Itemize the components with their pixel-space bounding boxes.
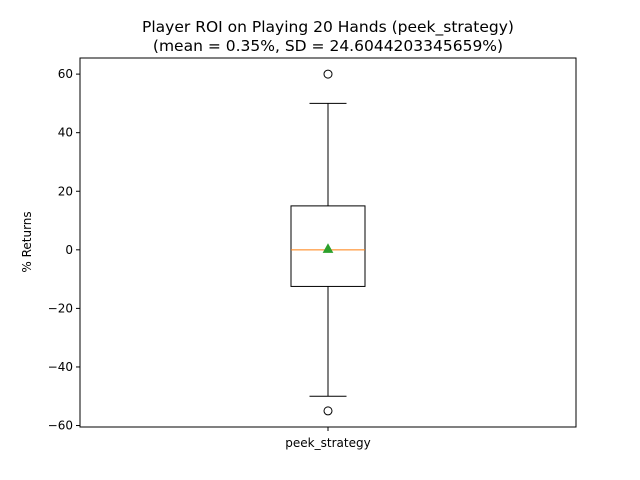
interquartile-box	[290, 205, 366, 287]
outlier-point	[323, 69, 333, 79]
mean-marker	[322, 243, 334, 253]
y-tick-label: −60	[48, 419, 73, 433]
y-tick-label: 0	[65, 243, 73, 257]
y-tick-label: 40	[58, 126, 73, 140]
x-tick-label: peek_strategy	[285, 436, 370, 450]
y-axis-label: % Returns	[20, 211, 34, 272]
outlier-point	[323, 406, 333, 416]
chart-title-line-2: (mean = 0.35%, SD = 24.6044203345659%)	[153, 37, 503, 55]
y-tick-label: −20	[48, 301, 73, 315]
chart-title-line-1: Player ROI on Playing 20 Hands (peek_str…	[142, 18, 514, 37]
plot-area: 60 40 20 0 −20 −40 −60 peek_strategy	[48, 57, 577, 450]
y-tick-label: 60	[58, 67, 73, 81]
y-tick-label: −40	[48, 360, 73, 374]
y-tick-label: 20	[58, 184, 73, 198]
